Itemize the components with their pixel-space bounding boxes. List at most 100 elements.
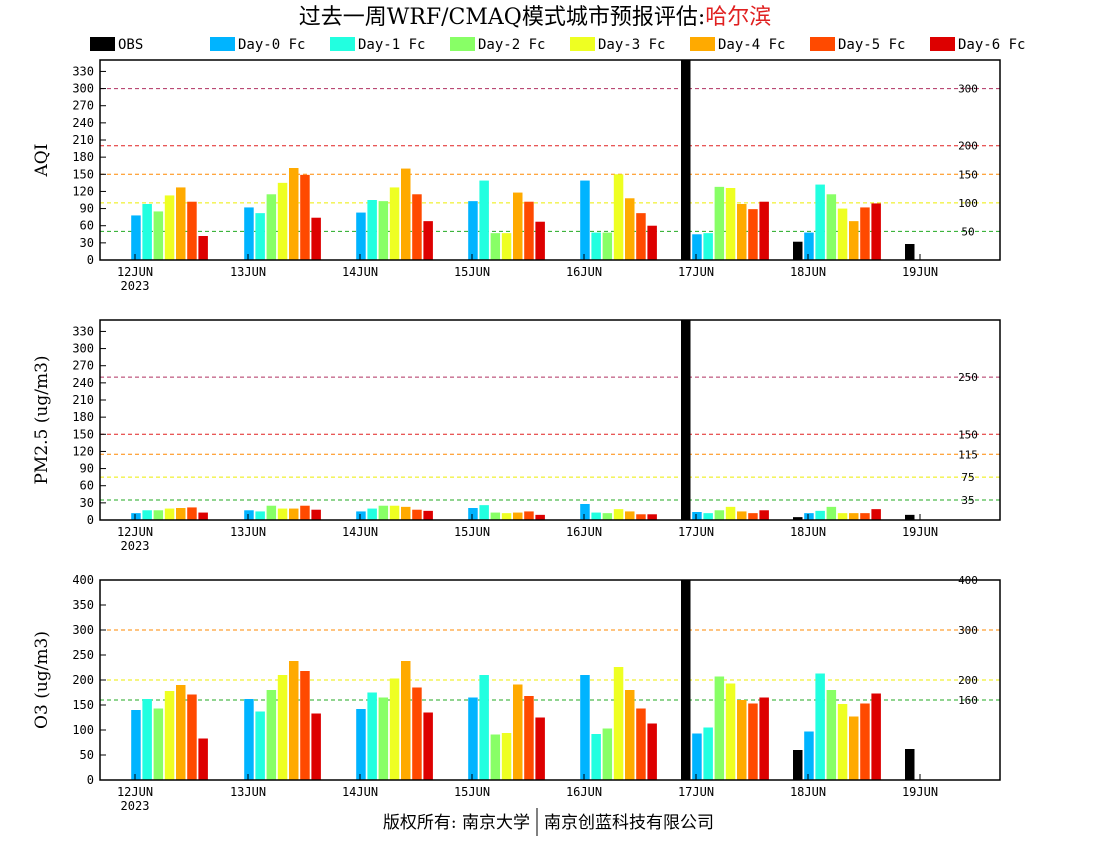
bar	[826, 506, 837, 520]
x-tick-label: 15JUN	[454, 525, 490, 539]
y-tick-label: 150	[72, 427, 94, 441]
bar	[198, 512, 208, 520]
legend-label: Day-1 Fc	[358, 37, 425, 53]
y-tick-label: 240	[72, 116, 94, 130]
bar	[378, 505, 389, 520]
bar	[164, 508, 175, 520]
x-tick-label: 17JUN	[678, 265, 714, 279]
bar	[266, 690, 277, 780]
bar	[860, 703, 870, 780]
bar	[289, 168, 299, 260]
threshold-label: 200	[958, 140, 978, 153]
bar	[871, 509, 881, 520]
bar	[153, 211, 164, 260]
bar	[501, 733, 512, 780]
legend-item: Day-2 Fc	[450, 37, 545, 53]
bar	[580, 675, 590, 780]
legend-label: Day-3 Fc	[598, 37, 665, 53]
bar	[692, 733, 702, 780]
legend-label: Day-6 Fc	[958, 37, 1025, 53]
bar	[849, 513, 859, 520]
bar	[681, 580, 691, 780]
bar	[692, 234, 702, 260]
bar	[793, 517, 803, 520]
bar	[176, 508, 186, 520]
bar	[164, 195, 175, 260]
legend-label: Day-5 Fc	[838, 37, 905, 53]
threshold-label: 100	[958, 197, 978, 210]
legend-item: Day-4 Fc	[690, 37, 785, 53]
legend-item: Day-6 Fc	[930, 37, 1025, 53]
bar	[725, 188, 736, 260]
bar	[580, 504, 590, 520]
y-tick-label: 0	[87, 253, 94, 267]
bar	[849, 221, 859, 260]
bar	[602, 232, 613, 260]
x-tick-label: 15JUN	[454, 265, 490, 279]
bar	[513, 192, 523, 260]
bar	[513, 512, 523, 520]
bar	[714, 186, 725, 260]
legend-item: Day-1 Fc	[330, 37, 425, 53]
x-tick-label: 12JUN	[117, 525, 153, 539]
bar	[793, 750, 803, 780]
bar	[289, 661, 299, 780]
x-tick-label: 14JUN	[342, 525, 378, 539]
bar	[737, 204, 747, 260]
y-tick-label: 400	[72, 573, 94, 587]
legend-item: Day-5 Fc	[810, 37, 905, 53]
bar	[277, 675, 288, 780]
plot-frame	[99, 319, 1001, 521]
bar	[860, 513, 870, 520]
y-axis-label: PM2.5 (ug/m3)	[32, 355, 52, 484]
bar	[703, 233, 713, 260]
y-tick-label: 90	[80, 202, 94, 216]
bars	[131, 580, 915, 780]
y-tick-label: 200	[72, 673, 94, 687]
bar	[423, 510, 433, 520]
bar	[804, 232, 814, 260]
bar	[625, 511, 635, 520]
bar	[647, 723, 657, 780]
bar	[389, 505, 400, 520]
x-tick-label: 16JUN	[566, 525, 602, 539]
bar	[725, 683, 736, 780]
threshold-label: 200	[958, 674, 978, 687]
bar	[837, 208, 848, 260]
bar	[703, 727, 713, 780]
legend-swatch	[810, 37, 835, 51]
bar	[737, 700, 747, 780]
bar	[356, 511, 366, 520]
bar	[389, 678, 400, 780]
bar	[737, 511, 747, 520]
x-tick-label: 18JUN	[790, 785, 826, 799]
bar	[468, 508, 478, 520]
x-tick-label: 16JUN	[566, 265, 602, 279]
bar	[636, 708, 646, 780]
y-tick-label: 330	[72, 324, 94, 338]
x-tick-label: 19JUN	[902, 265, 938, 279]
legend-swatch	[90, 37, 115, 51]
y-tick-label: 0	[87, 513, 94, 527]
bar	[602, 513, 613, 520]
bar	[837, 704, 848, 780]
bar	[804, 731, 814, 780]
bar	[815, 184, 825, 260]
figure-title-city: 哈尔滨	[705, 5, 771, 30]
bar	[591, 734, 601, 780]
y-tick-label: 250	[72, 648, 94, 662]
bar	[501, 513, 512, 520]
bar	[860, 207, 870, 260]
y-tick-label: 100	[72, 723, 94, 737]
chart-panels: 3002001501005003060901201501802102402703…	[32, 59, 1001, 813]
legend-swatch	[930, 37, 955, 51]
threshold-label: 50	[961, 225, 974, 238]
bar	[703, 513, 713, 520]
legend-swatch	[330, 37, 355, 51]
bar	[367, 508, 377, 520]
footer-copyright-left: 版权所有: 南京大学	[383, 813, 530, 833]
y-tick-label: 240	[72, 376, 94, 390]
legend-swatch	[450, 37, 475, 51]
bar	[176, 685, 186, 780]
bar	[524, 201, 534, 260]
